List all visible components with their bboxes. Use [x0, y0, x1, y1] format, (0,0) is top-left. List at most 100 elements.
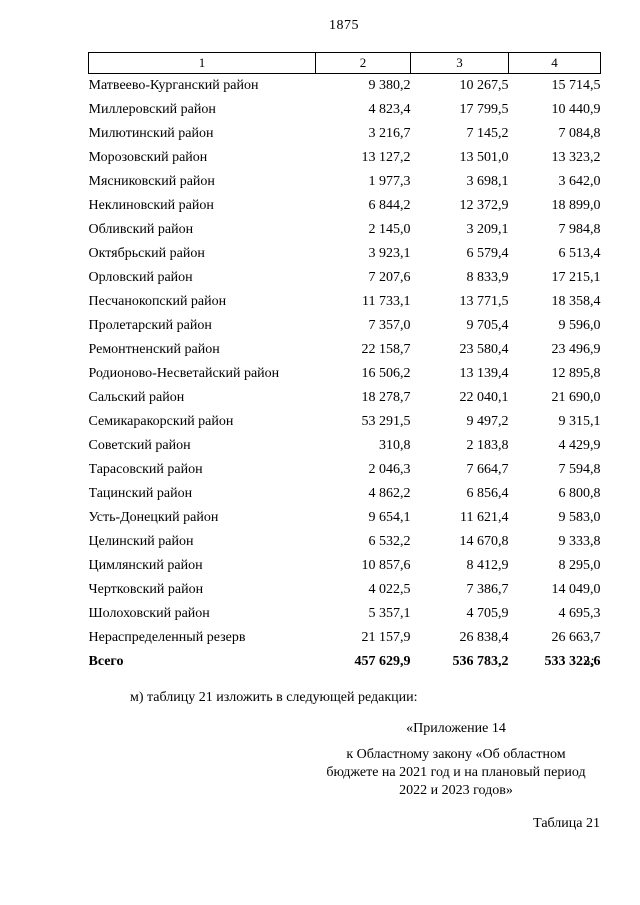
district-name-cell: Орловский район: [88, 270, 193, 285]
table-row: Семикаракорский район 53 291,5 9 497,2 9…: [89, 410, 601, 434]
table-row: Матвеево-Курганский район 9 380,2 10 267…: [89, 74, 601, 99]
value-col3-cell: 7 664,7: [466, 462, 509, 477]
value-col3-cell: 6 579,4: [466, 246, 509, 261]
value-col2-cell: 3 216,7: [368, 126, 411, 141]
col-header-2: 2: [315, 52, 411, 74]
value-col2-cell: 6 844,2: [368, 198, 411, 213]
table-row: Ремонтненский район 22 158,7 23 580,4 23…: [89, 338, 601, 362]
value-col4-cell: 17 215,1: [551, 270, 601, 285]
table-row: Советский район 310,8 2 183,8 4 429,9: [89, 434, 601, 458]
value-col3-cell: 13 139,4: [459, 366, 509, 381]
district-name-cell: Чертковский район: [88, 582, 204, 597]
value-col3-cell: 23 580,4: [459, 342, 509, 357]
value-col3-cell: 22 040,1: [459, 390, 509, 405]
district-name-cell: Тарасовский район: [88, 462, 203, 477]
district-name-cell: Шолоховский район: [88, 606, 210, 621]
value-col3-cell: 3 209,1: [466, 222, 509, 237]
law-reference: к Областному закону «Об областном бюджет…: [326, 747, 586, 798]
value-col2-cell: 2 145,0: [368, 222, 411, 237]
value-col4-cell: 18 899,0: [551, 198, 601, 213]
district-name-cell: Всего: [88, 654, 124, 669]
value-col2-cell: 9 654,1: [368, 510, 411, 525]
district-name-cell: Морозовский район: [88, 150, 208, 165]
value-col4-cell: 23 496,9: [551, 342, 601, 357]
value-col4-cell: 6 513,4: [558, 246, 601, 261]
value-col2-cell: 2 046,3: [368, 462, 411, 477]
value-col4-cell: 9 333,8: [558, 534, 601, 549]
value-col4-cell: 12 895,8: [551, 366, 601, 381]
value-col4-cell: 3 642,0: [558, 174, 601, 189]
table-header-row: 1 2 3 4: [88, 52, 601, 74]
district-name-cell: Октябрьский район: [88, 246, 205, 261]
value-col4-cell: 7 594,8: [558, 462, 601, 477]
value-col2-cell: 310,8: [379, 438, 411, 453]
value-col4-cell: 6 800,8: [558, 486, 601, 501]
value-col2-cell: 4 862,2: [368, 486, 411, 501]
value-col4-cell: 533 322,6»;: [544, 654, 601, 669]
table-row: Мясниковский район 1 977,3 3 698,1 3 642…: [89, 170, 601, 194]
value-col3-cell: 2 183,8: [466, 438, 509, 453]
district-name-cell: Целинский район: [88, 534, 194, 549]
district-name-cell: Миллеровский район: [88, 102, 216, 117]
table-row: Миллеровский район 4 823,4 17 799,5 10 4…: [89, 98, 601, 122]
table-row: Неклиновский район 6 844,2 12 372,9 18 8…: [89, 194, 601, 218]
budget-table: 1 2 3 4 Матвеево-Курганский район 9 380,…: [88, 52, 601, 674]
value-col4-cell: 7 084,8: [558, 126, 601, 141]
value-col3-cell: 14 670,8: [459, 534, 509, 549]
district-name-cell: Обливский район: [88, 222, 194, 237]
value-col4-cell: 13 323,2: [551, 150, 601, 165]
value-col3-cell: 12 372,9: [459, 198, 509, 213]
table-row: Обливский район 2 145,0 3 209,1 7 984,8: [89, 218, 601, 242]
budget-table-body: Матвеево-Курганский район 9 380,2 10 267…: [89, 74, 601, 675]
value-col2-cell: 4 022,5: [368, 582, 411, 597]
value-col3-cell: 8 833,9: [466, 270, 509, 285]
value-col4-cell: 4 429,9: [558, 438, 601, 453]
annex-block: «Приложение 14 к Областному закону «Об о…: [320, 720, 592, 800]
value-col4-cell: 4 695,3: [558, 606, 601, 621]
district-name-cell: Тацинский район: [88, 486, 193, 501]
district-name-cell: Сальский район: [88, 390, 185, 405]
value-col3-cell: 13 501,0: [459, 150, 509, 165]
district-name-cell: Пролетарский район: [88, 318, 212, 333]
district-name-cell: Неклиновский район: [88, 198, 214, 213]
value-col3-cell: 6 856,4: [466, 486, 509, 501]
table-row: Пролетарский район 7 357,0 9 705,4 9 596…: [89, 314, 601, 338]
value-col3-cell: 7 145,2: [466, 126, 509, 141]
table-row: Тарасовский район 2 046,3 7 664,7 7 594,…: [89, 458, 601, 482]
value-col3-cell: 17 799,5: [459, 102, 509, 117]
value-col4-cell: 10 440,9: [551, 102, 601, 117]
value-col4-cell: 9 583,0: [558, 510, 601, 525]
value-col2-cell: 5 357,1: [368, 606, 411, 621]
value-col3-cell: 26 838,4: [459, 630, 509, 645]
table-row: Цимлянский район 10 857,6 8 412,9 8 295,…: [89, 554, 601, 578]
page-number: 1875: [329, 18, 359, 33]
table-row: Всего 457 629,9 536 783,2 533 322,6»;: [89, 650, 601, 674]
table-row: Нераспределенный резерв 21 157,9 26 838,…: [89, 626, 601, 650]
value-col4-cell: 21 690,0: [551, 390, 601, 405]
table-row: Целинский район 6 532,2 14 670,8 9 333,8: [89, 530, 601, 554]
value-col2-cell: 10 857,6: [361, 558, 411, 573]
district-name-cell: Ремонтненский район: [88, 342, 220, 357]
table-row: Милютинский район 3 216,7 7 145,2 7 084,…: [89, 122, 601, 146]
value-col3-cell: 4 705,9: [466, 606, 509, 621]
table-row: Шолоховский район 5 357,1 4 705,9 4 695,…: [89, 602, 601, 626]
col-header-3: 3: [410, 52, 509, 74]
value-col3-cell: 11 621,4: [460, 510, 509, 525]
value-col4-cell: 7 984,8: [558, 222, 601, 237]
district-name-cell: Матвеево-Курганский район: [88, 78, 259, 93]
district-name-cell: Родионово-Несветайский район: [88, 366, 280, 381]
value-col3-cell: 8 412,9: [466, 558, 509, 573]
value-col4-cell: 8 295,0: [558, 558, 601, 573]
value-col2-cell: 18 278,7: [361, 390, 411, 405]
value-col3-cell: 9 705,4: [466, 318, 509, 333]
value-col2-cell: 7 207,6: [368, 270, 411, 285]
value-col4-cell: 26 663,7: [551, 630, 601, 645]
value-col2-cell: 9 380,2: [368, 78, 411, 93]
table-row: Родионово-Несветайский район 16 506,2 13…: [89, 362, 601, 386]
district-name-cell: Песчанокопский район: [88, 294, 227, 309]
annex-title: «Приложение 14: [406, 721, 506, 736]
table-row: Орловский район 7 207,6 8 833,9 17 215,1: [89, 266, 601, 290]
value-col2-cell: 53 291,5: [361, 414, 411, 429]
value-col3-cell: 9 497,2: [466, 414, 509, 429]
